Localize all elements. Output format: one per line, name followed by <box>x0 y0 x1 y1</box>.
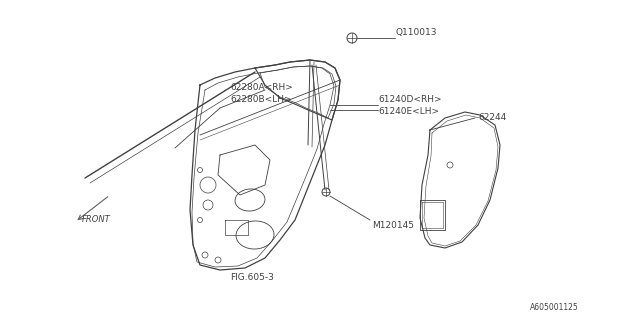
Text: 61240D<RH>: 61240D<RH> <box>378 95 442 105</box>
Text: M120145: M120145 <box>372 220 414 229</box>
Text: 62244: 62244 <box>478 114 506 123</box>
Text: Q110013: Q110013 <box>395 28 436 37</box>
Text: FIG.605-3: FIG.605-3 <box>230 274 274 283</box>
Text: A605001125: A605001125 <box>530 303 579 313</box>
Text: 61240E<LH>: 61240E<LH> <box>378 108 439 116</box>
Text: 62280A<RH>: 62280A<RH> <box>230 84 293 92</box>
Text: 62280B<LH>: 62280B<LH> <box>230 95 292 105</box>
Text: FRONT: FRONT <box>82 215 111 224</box>
